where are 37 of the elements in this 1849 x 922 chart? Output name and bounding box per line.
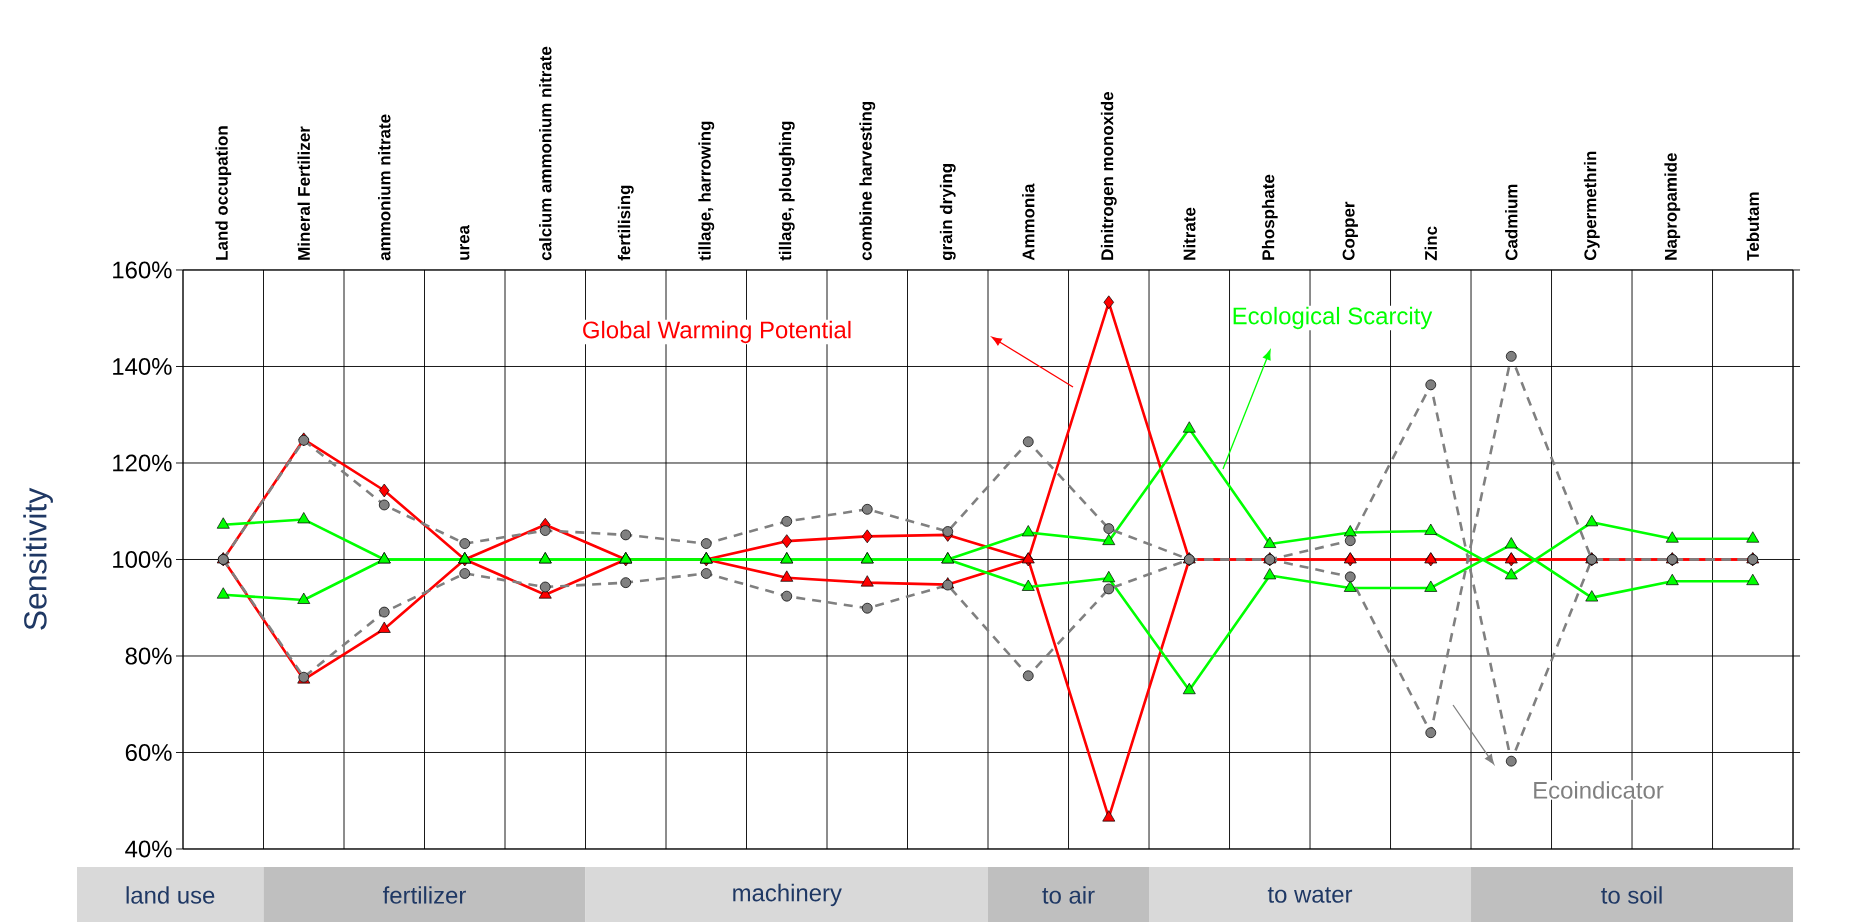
text: machinery	[733, 883, 842, 907]
x-tick-label: Mineral Fertilizer	[297, 126, 310, 260]
x-tick-label: Land occupation	[215, 126, 232, 260]
x-tick-label: tillage, harrowing	[698, 121, 715, 261]
x-tick-label: calcium ammonium nitrate	[539, 46, 552, 261]
x-tick-label: Cypermethrin	[1583, 151, 1600, 261]
x-tick-label: Napropamide	[1664, 153, 1681, 260]
x-tick-label: ammonium nitrate	[378, 114, 391, 261]
text: fertilizer	[383, 886, 466, 904]
y-axis-title: Sensitivity	[23, 487, 53, 630]
text: Global Warming Potential	[583, 320, 851, 344]
text: land use	[126, 886, 215, 904]
y-tick-label: 120%	[113, 454, 172, 472]
series-label: Ecoindicator	[1534, 781, 1664, 799]
y-tick-label: 140%	[113, 358, 172, 375]
y-tick-label: 40%	[125, 840, 172, 858]
x-tick-label: Phosphate	[1261, 174, 1278, 260]
x-tick-label: fertilising	[617, 185, 634, 261]
text: to water	[1267, 887, 1353, 903]
y-tick-label: 160%	[113, 261, 172, 279]
y-tick-label: 60%	[125, 744, 172, 761]
x-tick-label: tillage, ploughing	[778, 121, 795, 261]
x-tick-label: grain drying	[939, 164, 956, 261]
x-tick-label: Copper	[1342, 201, 1358, 261]
x-tick-label: Ammonia	[1022, 183, 1035, 261]
text: Ecological Scarcity	[1233, 306, 1433, 330]
y-tick-label: 80%	[125, 647, 172, 665]
x-tick-label: Dinitrogen monoxide	[1100, 91, 1117, 260]
y-tick-label: 100%	[113, 551, 172, 568]
x-tick-label: combine harvesting	[859, 101, 876, 261]
text: to air	[1042, 886, 1095, 904]
text: to soil	[1601, 886, 1662, 904]
x-tick-label: urea	[460, 224, 470, 260]
x-tick-label: Nitrate	[1183, 207, 1196, 260]
x-tick-label: Tebutam	[1746, 192, 1759, 261]
x-tick-label: Cadmium	[1505, 184, 1518, 261]
x-tick-label: Zinc	[1424, 226, 1437, 261]
